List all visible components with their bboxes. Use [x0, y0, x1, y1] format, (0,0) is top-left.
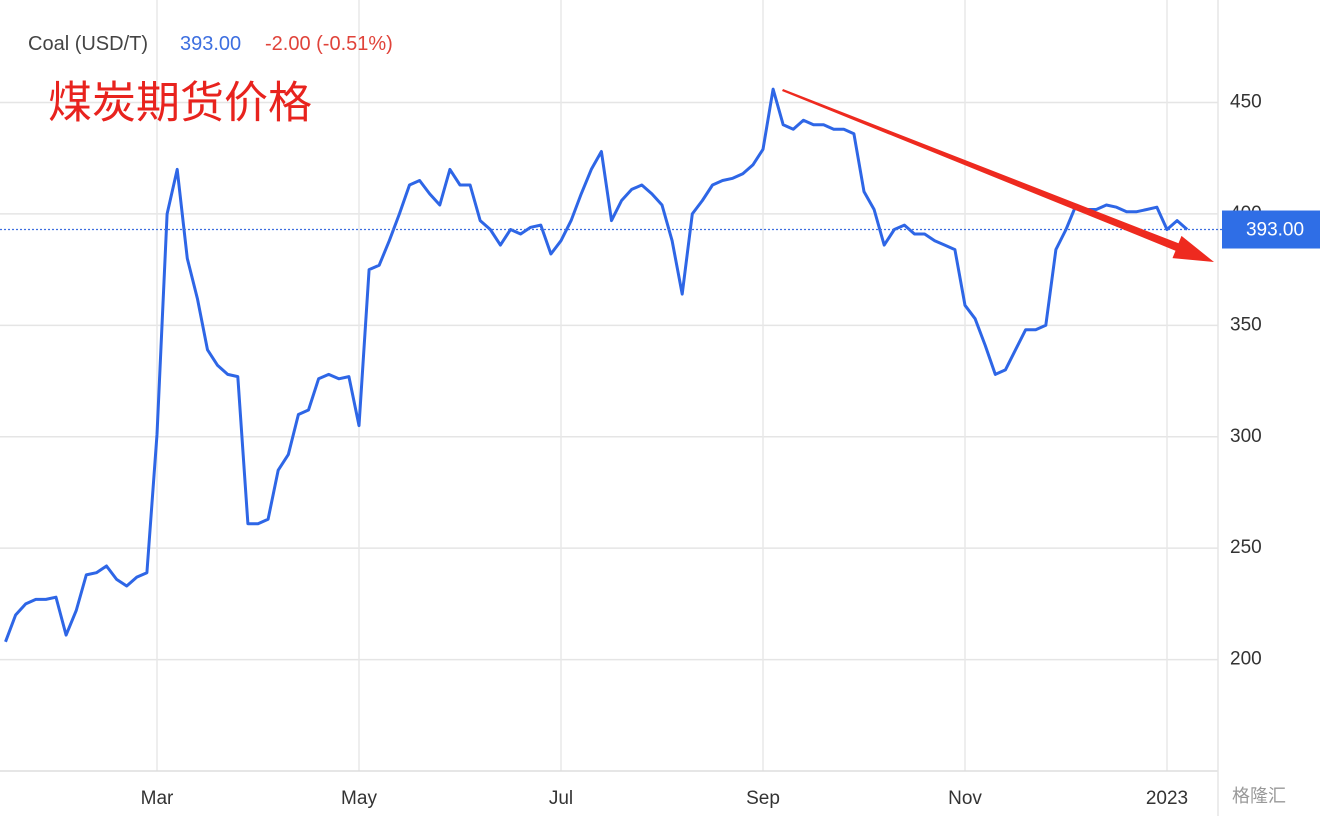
instrument-name: Coal (USD/T)	[28, 33, 148, 55]
y-tick-label: 450	[1230, 92, 1262, 113]
x-tick-label: Jul	[549, 788, 573, 809]
x-tick-label: May	[341, 788, 377, 809]
y-tick-label: 350	[1230, 314, 1262, 335]
last-price: 393.00	[180, 33, 241, 55]
y-tick-label: 300	[1230, 426, 1262, 447]
x-tick-label: Nov	[948, 788, 982, 809]
watermark: 格隆汇	[1232, 786, 1286, 806]
chart-header: Coal (USD/T) 393.00 -2.00 (-0.51%)	[28, 33, 393, 55]
price-change: -2.00 (-0.51%)	[265, 33, 393, 55]
x-tick-label: Sep	[746, 788, 780, 809]
y-tick-label: 250	[1230, 537, 1262, 558]
trend-arrow	[782, 89, 1214, 262]
annotation: 煤炭期货价格	[48, 79, 312, 128]
y-tick-label: 200	[1230, 649, 1262, 670]
x-tick-label: Mar	[141, 788, 174, 809]
last-price-tag-label: 393.00	[1246, 220, 1304, 241]
price-line	[4, 87, 1189, 643]
last-price-tag	[1222, 210, 1320, 249]
x-tick-label: 2023	[1146, 788, 1188, 809]
